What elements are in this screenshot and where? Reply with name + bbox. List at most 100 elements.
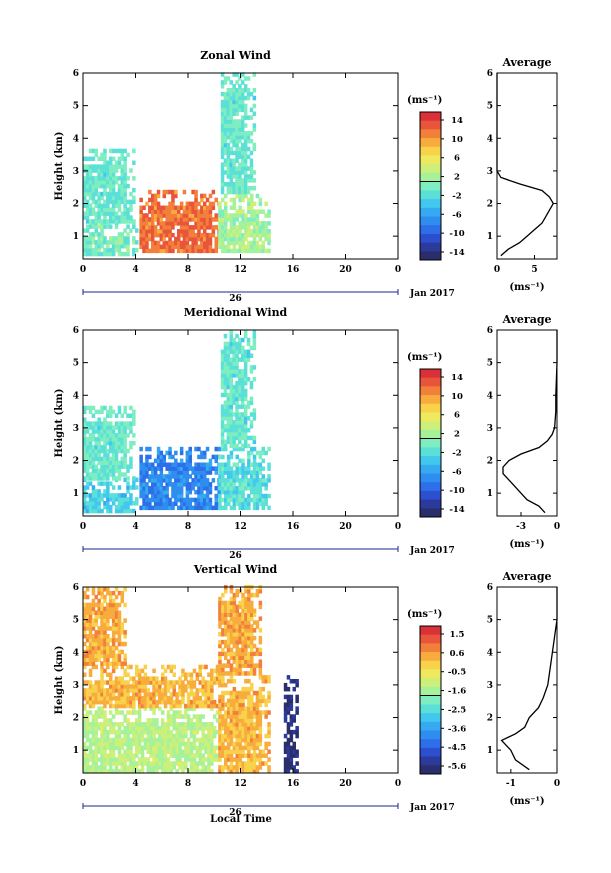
heatmap-cell bbox=[244, 478, 248, 483]
heatmap-cell bbox=[135, 745, 139, 751]
heatmap-cell bbox=[120, 148, 124, 154]
heatmap-cell bbox=[166, 718, 171, 723]
heatmap-cell bbox=[218, 474, 222, 479]
heatmap-cell bbox=[244, 628, 248, 633]
heatmap-cell bbox=[100, 203, 104, 208]
heatmap-cell bbox=[238, 146, 242, 152]
heatmap-cell bbox=[100, 180, 104, 185]
heatmap-cell bbox=[153, 193, 158, 199]
heatmap-cell bbox=[295, 682, 299, 688]
heatmap-cell bbox=[91, 452, 96, 458]
heatmap-cell bbox=[243, 416, 248, 421]
heatmap-cell bbox=[83, 244, 87, 249]
heatmap-cell bbox=[223, 373, 228, 378]
heatmap-cell bbox=[229, 671, 234, 676]
heatmap-cell bbox=[220, 127, 225, 132]
heatmap-cell bbox=[232, 221, 237, 226]
heatmap-cell bbox=[181, 714, 185, 719]
heatmap-cell bbox=[142, 236, 146, 242]
heatmap-cell bbox=[252, 489, 257, 495]
heatmap-cell bbox=[126, 696, 130, 701]
heatmap-cell bbox=[91, 468, 96, 473]
heatmap-cell bbox=[235, 478, 239, 483]
heatmap-cell bbox=[106, 468, 110, 473]
heatmap-cell bbox=[197, 489, 201, 495]
heatmap-cell bbox=[97, 726, 101, 731]
heatmap-cell bbox=[229, 769, 234, 774]
heatmap-cell bbox=[97, 425, 101, 430]
heatmap-cell bbox=[91, 741, 96, 747]
heatmap-cell bbox=[91, 211, 96, 216]
heatmap-cell bbox=[247, 454, 251, 460]
heatmap-cell bbox=[215, 664, 220, 670]
colorbar-tick-label: 14 bbox=[451, 373, 463, 383]
heatmap-cell bbox=[232, 345, 236, 351]
heatmap-cell bbox=[188, 217, 192, 222]
heatmap-cell bbox=[246, 353, 251, 358]
heatmap-cell bbox=[255, 244, 260, 250]
heatmap-cell bbox=[120, 680, 124, 685]
heatmap-cell bbox=[159, 458, 164, 464]
heatmap-cell bbox=[241, 225, 245, 230]
heatmap-cell bbox=[181, 680, 185, 685]
heatmap-cell bbox=[218, 221, 222, 226]
heatmap-cell bbox=[88, 653, 93, 659]
heatmap-cell bbox=[172, 710, 176, 715]
heatmap-cell bbox=[238, 501, 242, 507]
heatmap-cell bbox=[189, 722, 194, 727]
heatmap-cell bbox=[238, 205, 242, 210]
heatmap-cell bbox=[103, 745, 107, 751]
average-x-tick-label: -1 bbox=[506, 779, 516, 789]
heatmap-cell bbox=[258, 718, 263, 723]
heatmap-cell bbox=[221, 604, 225, 610]
heatmap-cell bbox=[235, 369, 239, 374]
heatmap-cell bbox=[189, 761, 194, 766]
heatmap-cell bbox=[106, 481, 110, 486]
heatmap-cell bbox=[94, 692, 98, 697]
heatmap-cell bbox=[117, 761, 122, 766]
heatmap-cell bbox=[223, 400, 228, 405]
heatmap-cell bbox=[250, 616, 254, 621]
heatmap-cell bbox=[255, 710, 260, 715]
heatmap-cell bbox=[156, 482, 161, 487]
colorbar-tick-label: 6 bbox=[454, 411, 460, 421]
heatmap-cell bbox=[114, 464, 119, 469]
heatmap-cell bbox=[267, 213, 271, 218]
heatmap-cell bbox=[149, 706, 153, 711]
heatmap-cell bbox=[185, 248, 190, 254]
heatmap-cell bbox=[97, 745, 101, 751]
heatmap-cell bbox=[126, 680, 130, 685]
heatmap-cell bbox=[165, 489, 169, 495]
heatmap-cell bbox=[137, 722, 142, 727]
heatmap-cell bbox=[238, 671, 242, 676]
heatmap-cell bbox=[159, 236, 164, 242]
heatmap-cell bbox=[123, 729, 127, 735]
heatmap-cell bbox=[181, 741, 185, 747]
heatmap-cell bbox=[123, 195, 127, 201]
heatmap-cell bbox=[129, 203, 133, 208]
heatmap-cell bbox=[169, 769, 174, 774]
heatmap-cell bbox=[218, 651, 222, 657]
heatmap-cell bbox=[197, 486, 201, 491]
heatmap-cell bbox=[132, 753, 136, 758]
heatmap-cell bbox=[186, 703, 191, 709]
heatmap-cell bbox=[132, 761, 136, 766]
heatmap-cell bbox=[258, 737, 263, 743]
heatmap-cell bbox=[218, 765, 222, 770]
heatmap-cell bbox=[223, 361, 228, 366]
heatmap-cell bbox=[168, 229, 172, 234]
heatmap-cell bbox=[289, 761, 294, 766]
heatmap-cell bbox=[223, 127, 228, 132]
heatmap-cell bbox=[111, 464, 116, 469]
heatmap-cell bbox=[255, 726, 260, 731]
heatmap-cell bbox=[111, 645, 116, 651]
heatmap-cell bbox=[111, 180, 116, 185]
heatmap-cell bbox=[83, 183, 87, 189]
heatmap-cell bbox=[252, 217, 257, 222]
heatmap-cell bbox=[226, 373, 231, 378]
heatmap-cell bbox=[224, 624, 228, 629]
heatmap-cell bbox=[97, 232, 101, 237]
heatmap-cell bbox=[250, 217, 254, 222]
heatmap-cell bbox=[229, 99, 233, 105]
average-y-tick-label: 6 bbox=[487, 583, 493, 593]
